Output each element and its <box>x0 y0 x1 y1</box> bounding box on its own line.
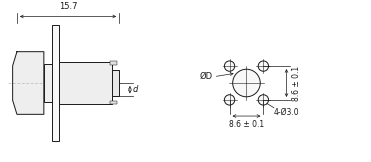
Text: ØD: ØD <box>199 72 213 81</box>
Text: d: d <box>133 85 138 94</box>
Polygon shape <box>13 52 44 114</box>
Circle shape <box>258 61 269 71</box>
Bar <box>110 101 116 104</box>
Text: 8.6 ± 0.1: 8.6 ± 0.1 <box>292 65 301 101</box>
Circle shape <box>258 95 269 105</box>
Bar <box>44 64 52 102</box>
Circle shape <box>224 95 235 105</box>
Bar <box>59 62 112 104</box>
Bar <box>112 70 119 96</box>
Circle shape <box>233 69 260 97</box>
Text: 8.6 ± 0.1: 8.6 ± 0.1 <box>229 120 264 129</box>
Bar <box>52 25 59 141</box>
Text: 15.7: 15.7 <box>59 2 77 11</box>
Circle shape <box>224 61 235 71</box>
Text: 4-Ø3.0: 4-Ø3.0 <box>274 108 299 117</box>
Bar <box>110 61 116 65</box>
